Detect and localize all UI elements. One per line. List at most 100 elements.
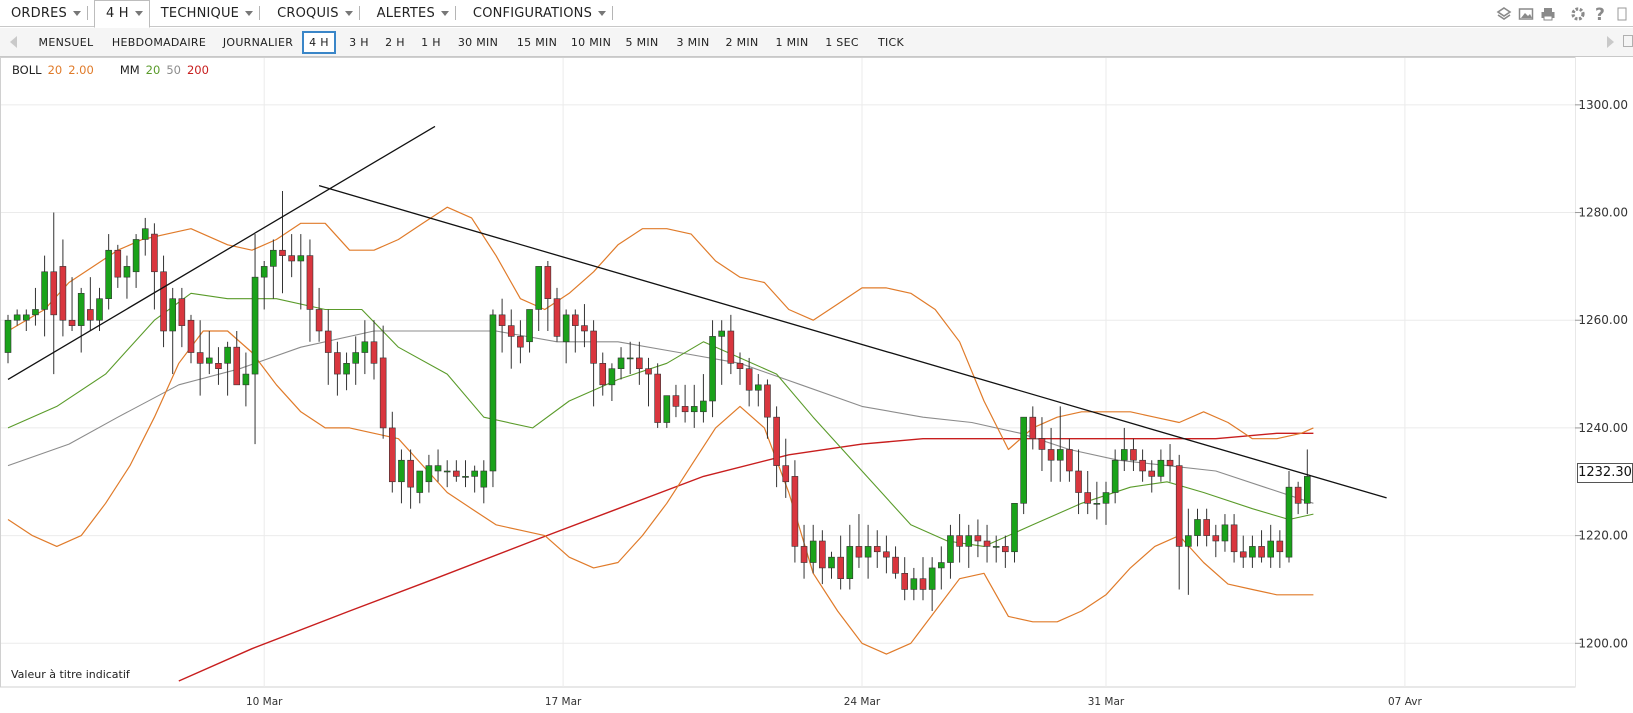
candle-bear xyxy=(1230,524,1238,553)
scroll-left-icon[interactable] xyxy=(10,36,17,48)
trendline-1[interactable] xyxy=(7,125,436,381)
candle-bear xyxy=(901,573,909,590)
candle-bear xyxy=(87,309,94,321)
y-tick-label: 1200.00 xyxy=(1578,636,1628,650)
candle-bull xyxy=(617,357,625,369)
timeframe-5-min[interactable]: 5 MIN xyxy=(625,36,659,49)
candle-bull xyxy=(1020,416,1027,504)
candle-bull xyxy=(846,546,854,579)
candle-bear xyxy=(654,373,661,423)
candle-bull xyxy=(206,357,213,364)
candle-bull xyxy=(96,298,103,321)
candle-bear xyxy=(645,368,652,375)
menu-label: ORDRES xyxy=(11,5,67,21)
candle-bull xyxy=(526,309,533,343)
timeframe-1-min[interactable]: 1 MIN xyxy=(775,36,809,49)
candle-bull xyxy=(1221,524,1229,542)
timeframe-mensuel[interactable]: MENSUEL xyxy=(38,36,94,49)
candle-bear xyxy=(517,336,524,348)
layers-icon[interactable] xyxy=(1493,0,1515,27)
candle-bear xyxy=(1047,449,1055,461)
candle-bull xyxy=(361,341,369,353)
chevron-down-icon xyxy=(134,11,143,16)
candle-bear xyxy=(498,314,506,326)
image-icon[interactable] xyxy=(1515,0,1537,27)
timeframe-hebdomadaire[interactable]: HEBDOMADAIRE xyxy=(111,36,207,49)
print-icon[interactable] xyxy=(1537,0,1559,27)
candle-bull xyxy=(754,384,762,391)
timeframe-15-min[interactable]: 15 MIN xyxy=(516,36,558,49)
timeframe-journalier[interactable]: JOURNALIER xyxy=(222,36,294,49)
timeframe-1-h[interactable]: 1 H xyxy=(421,36,441,49)
candle-bull xyxy=(947,535,954,563)
candle-bear xyxy=(892,556,899,574)
collapse-icon[interactable] xyxy=(1611,0,1633,27)
menu-alertes[interactable]: ALERTES xyxy=(366,0,462,27)
timeframe-2-h[interactable]: 2 H xyxy=(385,36,405,49)
candle-bull xyxy=(471,470,478,477)
candle-bull xyxy=(1185,535,1192,547)
help-icon[interactable]: ? xyxy=(1589,0,1611,27)
candle-bull xyxy=(242,373,250,386)
trendline-2[interactable] xyxy=(318,184,1387,499)
candle-bull xyxy=(910,578,918,590)
timeframe-10-min[interactable]: 10 MIN xyxy=(570,36,612,49)
candle-bull xyxy=(141,228,149,240)
candle-bear xyxy=(736,363,744,369)
timeframe-2-min[interactable]: 2 MIN xyxy=(725,36,759,49)
x-tick-label: 24 Mar xyxy=(844,696,881,708)
bollinger-upper-line xyxy=(7,206,1314,451)
candle-bear xyxy=(956,535,963,547)
bollinger-lower-line xyxy=(7,330,1314,655)
candle-bear xyxy=(800,546,808,563)
candle-bear xyxy=(1258,546,1265,558)
timeframe-tick[interactable]: TICK xyxy=(877,36,905,49)
candle-bear xyxy=(974,535,982,542)
candle-bull xyxy=(718,330,726,337)
timeframe-4-h[interactable]: 4 H xyxy=(302,31,336,54)
candle-bear xyxy=(1066,449,1073,472)
candle-bear xyxy=(1130,449,1137,461)
candle-bear xyxy=(306,255,314,310)
menu-croquis[interactable]: CROQUIS xyxy=(266,0,366,27)
y-tick-label: 1300.00 xyxy=(1578,98,1628,112)
price-chart[interactable]: 1200.00 1220.00 1240.00 1260.00 1280.00 1300.… xyxy=(0,57,1633,713)
menu-label: ALERTES xyxy=(376,5,435,21)
collapse-panel-icon[interactable] xyxy=(1623,35,1633,47)
timeframe-30-min[interactable]: 30 MIN xyxy=(457,36,499,49)
gear-icon[interactable] xyxy=(1567,0,1589,27)
candle-bull xyxy=(13,314,21,321)
candle-bear xyxy=(544,266,552,299)
y-tick-label: 1220.00 xyxy=(1578,529,1628,543)
y-tick-label: 1260.00 xyxy=(1578,313,1628,327)
menu-technique[interactable]: TECHNIQUE xyxy=(150,0,266,27)
candle-bull xyxy=(297,255,305,262)
candle-bull xyxy=(41,271,48,310)
candle-bull xyxy=(1194,519,1201,536)
candle-bear xyxy=(1276,540,1284,553)
candle-bear xyxy=(636,357,643,369)
timeframe-3-h[interactable]: 3 H xyxy=(349,36,369,49)
boll-period: 20 xyxy=(47,63,63,77)
candle-bull xyxy=(864,546,872,558)
timeframe-3-min[interactable]: 3 MIN xyxy=(676,36,710,49)
candle-bull xyxy=(1304,476,1311,504)
boll-label: BOLL xyxy=(12,63,42,77)
menu-ordres[interactable]: ORDRES xyxy=(0,0,94,27)
candle-bull xyxy=(434,465,442,472)
candle-bear xyxy=(1175,465,1183,547)
candle-bull xyxy=(1249,546,1256,558)
candle-bear xyxy=(873,546,881,553)
candle-bull xyxy=(928,567,936,590)
menu-4-h[interactable]: 4 H xyxy=(93,0,150,28)
candle-bull xyxy=(489,314,497,472)
candle-bull xyxy=(224,346,231,364)
candle-bear xyxy=(1203,519,1210,536)
candle-bull xyxy=(398,459,405,483)
x-tick-label: 17 Mar xyxy=(545,696,582,708)
menu-configurations[interactable]: CONFIGURATIONS xyxy=(462,0,619,27)
timeframe-1-sec[interactable]: 1 SEC xyxy=(825,36,859,49)
scroll-right-icon[interactable] xyxy=(1607,36,1614,48)
candle-bull xyxy=(123,266,131,278)
chevron-down-icon xyxy=(598,10,607,16)
